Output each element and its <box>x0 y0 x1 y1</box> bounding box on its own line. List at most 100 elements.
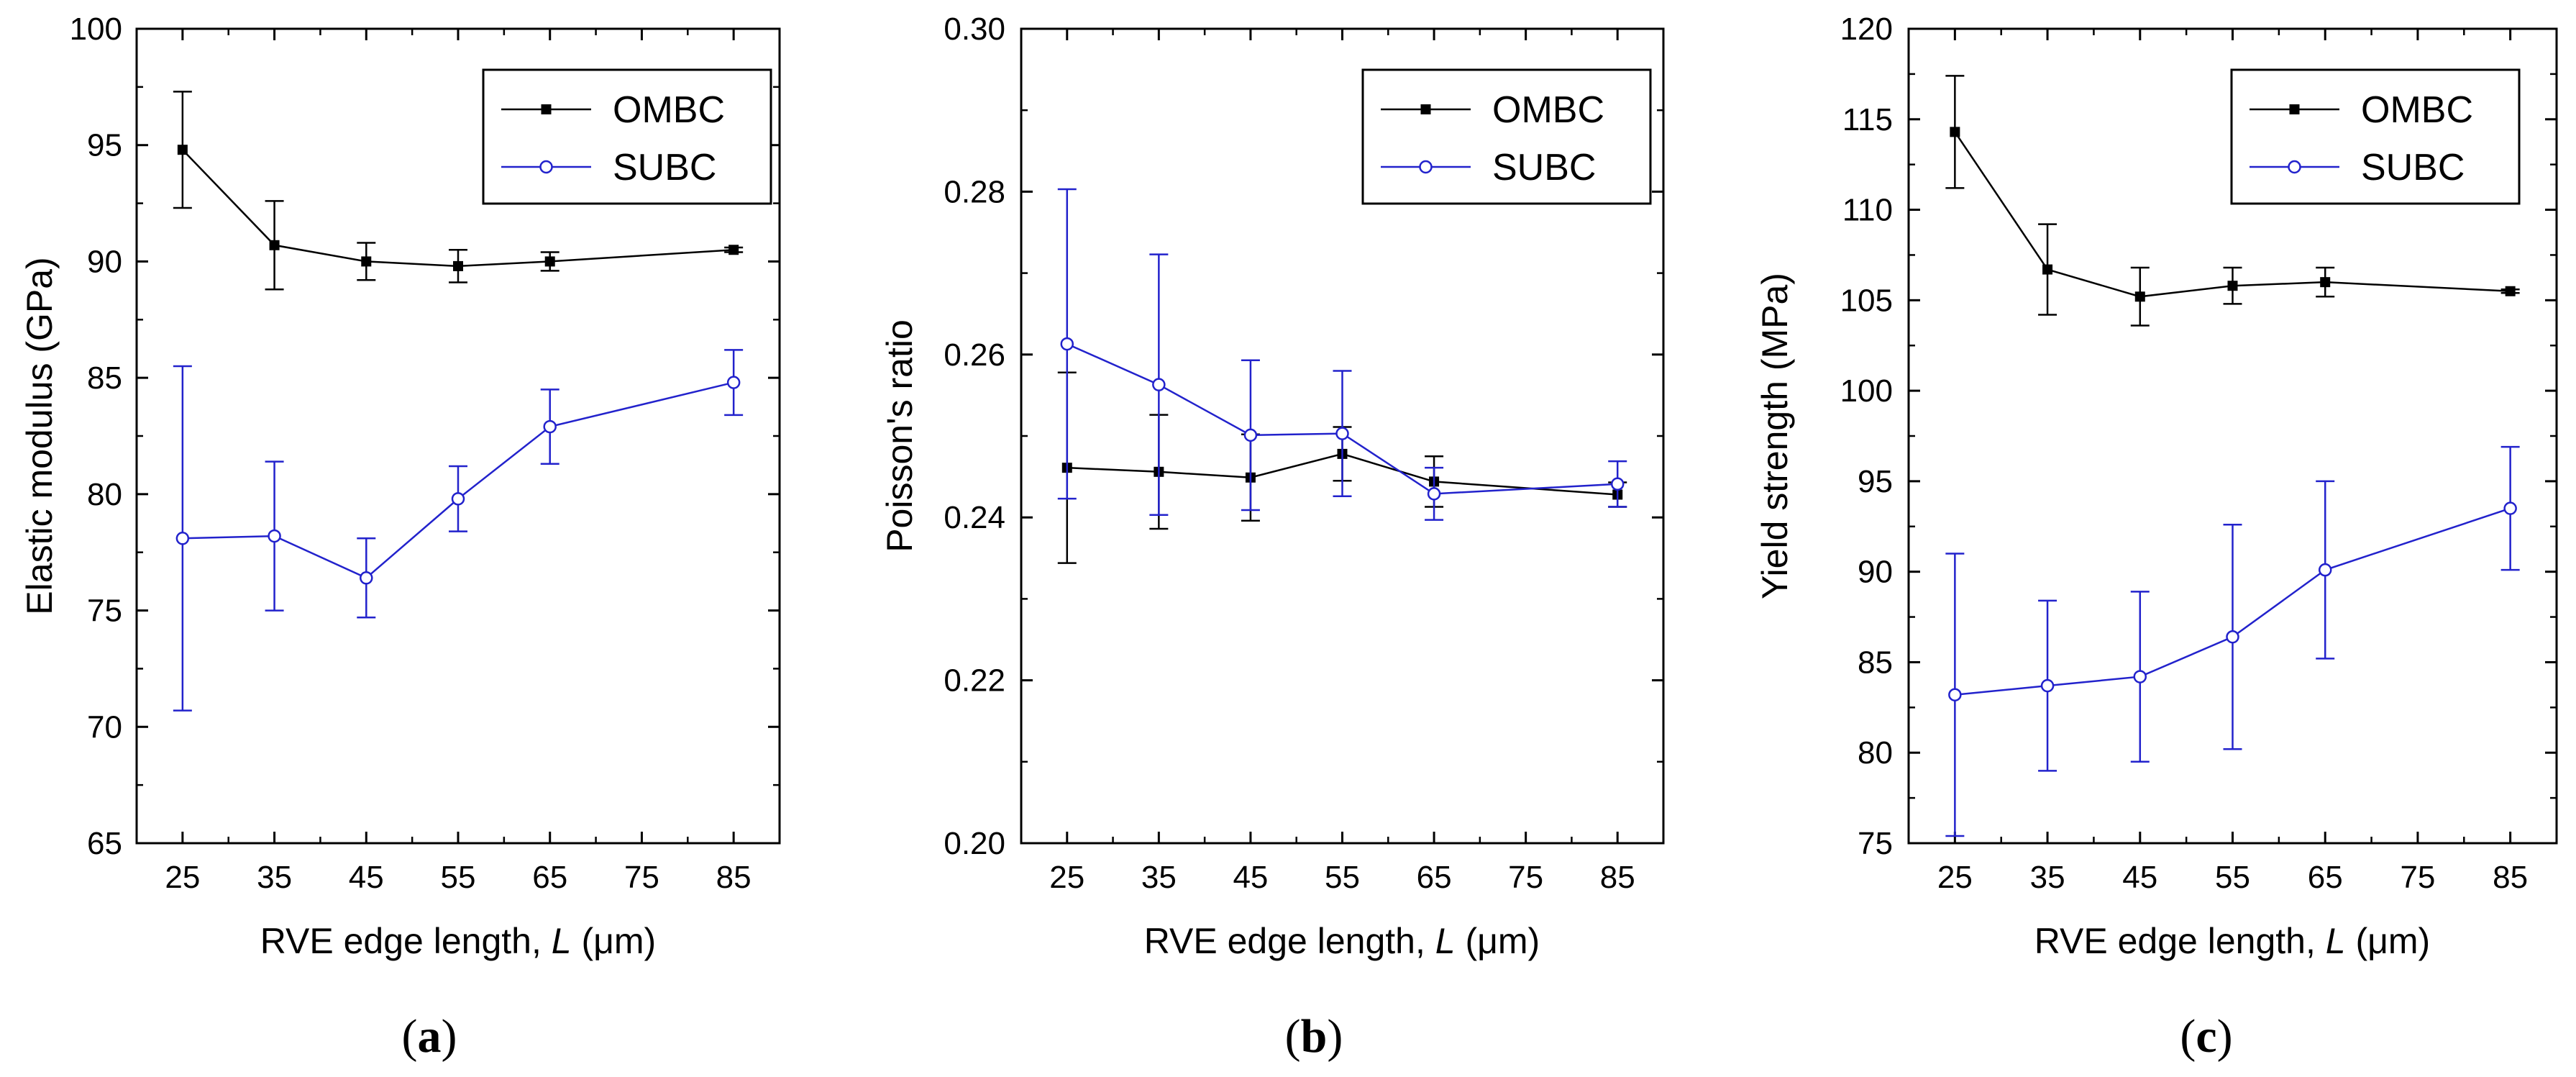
y-tick-label: 95 <box>87 128 122 163</box>
chart-panel-a: 65 70 75 80 85 90 95 100 25 35 45 55 65 75 85 RVE edge … <box>19 12 781 1063</box>
y-tick-label: 90 <box>1858 555 1893 590</box>
y-tick-label: 0.26 <box>944 337 1005 373</box>
data-point <box>1335 427 1349 440</box>
y-tick-label: 85 <box>1858 645 1893 680</box>
y-tick-label: 75 <box>1858 826 1893 861</box>
x-tick-label: 65 <box>1417 860 1452 895</box>
y-tick-label: 75 <box>87 594 122 629</box>
legend-label-ombc: OMBC <box>2361 89 2473 131</box>
x-tick-label: 45 <box>349 860 384 895</box>
chart-panel-b: 0.20 0.22 0.24 0.26 0.28 0.30 25 35 45 55 65 75 85 RV… <box>880 12 1665 1063</box>
y-tick-label: 0.22 <box>944 663 1005 699</box>
y-tick-label: 0.30 <box>944 12 1005 47</box>
data-point <box>451 492 465 506</box>
y-tick-label: 70 <box>87 709 122 745</box>
data-point <box>1427 487 1441 501</box>
data-point <box>544 256 555 267</box>
data-point <box>360 571 373 585</box>
y-tick-label: 105 <box>1840 283 1893 318</box>
series-line-ombc <box>1954 131 2511 298</box>
panel-label: (c) <box>2180 1010 2232 1063</box>
data-point <box>2040 678 2055 693</box>
data-point <box>2318 563 2332 577</box>
data-point <box>2042 264 2053 275</box>
x-tick-label: 45 <box>1233 860 1268 895</box>
data-point <box>2505 286 2516 296</box>
legend-marker <box>1419 160 1433 174</box>
y-tick-label: 90 <box>87 244 122 279</box>
data-point <box>268 529 281 543</box>
x-tick-label: 85 <box>2493 860 2528 895</box>
data-point <box>1610 477 1625 491</box>
y-tick-label: 115 <box>1842 102 1893 137</box>
legend-box <box>482 68 772 205</box>
series-line-subc <box>182 381 734 579</box>
legend-box <box>2230 68 2521 205</box>
series-line-ombc <box>1067 453 1618 496</box>
y-tick-label: 0.24 <box>944 500 1005 535</box>
data-point <box>1243 428 1258 442</box>
y-axis-title: Poisson's ratio <box>880 319 920 553</box>
legend-label-subc: SUBC <box>1492 147 1596 188</box>
y-tick-label: 85 <box>87 360 122 396</box>
data-point <box>726 376 741 389</box>
x-tick-label: 35 <box>1141 860 1177 895</box>
legend-marker <box>2288 160 2301 174</box>
series-subc <box>1057 188 1627 521</box>
y-axis-title: Elastic modulus (GPa) <box>19 257 60 614</box>
legend-marker <box>539 160 553 174</box>
legend-marker <box>541 104 552 114</box>
series-line-subc <box>1955 507 2511 696</box>
series-ombc <box>173 91 744 291</box>
legend-box <box>1361 68 1652 205</box>
y-tick-label: 120 <box>1840 12 1893 47</box>
panel-label: (b) <box>1285 1010 1343 1063</box>
x-tick-label: 55 <box>1325 860 1360 895</box>
y-tick-label: 110 <box>1842 193 1893 228</box>
data-point <box>729 245 739 255</box>
y-tick-label: 80 <box>1858 735 1893 771</box>
x-tick-label: 85 <box>716 860 752 895</box>
data-point <box>1152 378 1166 391</box>
chart-panel-c: 75 80 85 90 95 100 105 110 115 120 25 35 45 55 65 75 85 R… <box>1755 12 2558 1063</box>
x-axis-title: RVE edge length, L (μm) <box>260 921 656 961</box>
x-tick-label: 85 <box>1600 860 1635 895</box>
series-line-ombc <box>181 149 734 268</box>
legend-label-ombc: OMBC <box>1492 89 1604 131</box>
y-tick-label: 100 <box>1840 373 1893 409</box>
y-tick-label: 95 <box>1858 464 1893 499</box>
data-point <box>2320 277 2331 288</box>
y-tick-label: 80 <box>87 477 122 512</box>
x-axis-title: RVE edge length, L (μm) <box>2034 921 2430 961</box>
y-tick-label: 0.28 <box>944 174 1005 209</box>
x-tick-label: 45 <box>2122 860 2157 895</box>
legend-label-subc: SUBC <box>2361 147 2465 188</box>
legend: OMBC SUBC <box>482 68 772 205</box>
data-point <box>269 240 280 250</box>
x-axis-title: RVE edge length, L (μm) <box>1144 921 1540 961</box>
x-tick-label: 65 <box>532 860 567 895</box>
y-tick-label: 100 <box>70 12 122 47</box>
data-point <box>2133 670 2147 683</box>
data-point <box>2227 281 2238 291</box>
data-point <box>177 145 188 155</box>
y-axis-title: Yield strength (MPa) <box>1755 273 1795 599</box>
x-tick-label: 25 <box>1937 860 1973 895</box>
legend-label-ombc: OMBC <box>613 89 725 131</box>
panel-label: (a) <box>402 1010 457 1063</box>
series-line-subc <box>1067 342 1618 495</box>
x-tick-label: 75 <box>624 860 659 895</box>
legend-marker <box>2289 104 2300 114</box>
data-point <box>1948 688 1962 701</box>
legend-label-subc: SUBC <box>613 147 716 188</box>
x-tick-label: 75 <box>2400 860 2435 895</box>
data-point <box>361 256 372 267</box>
x-tick-label: 35 <box>2030 860 2065 895</box>
data-point <box>2226 630 2239 644</box>
series-subc <box>173 349 744 712</box>
legend: OMBC SUBC <box>2230 68 2521 205</box>
x-tick-label: 55 <box>441 860 476 895</box>
data-point <box>175 532 190 545</box>
data-point <box>453 260 463 271</box>
